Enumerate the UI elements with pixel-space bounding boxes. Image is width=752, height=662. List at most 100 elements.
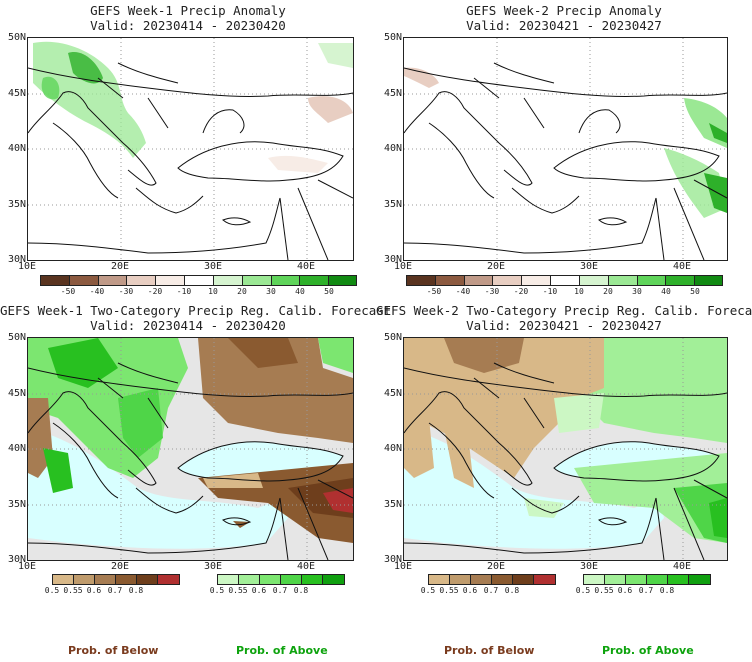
lat-label-50n: 50N	[383, 332, 402, 343]
lat-label-40n: 40N	[7, 443, 26, 454]
lat-label-30n: 30N	[7, 254, 26, 265]
panel-valid-dates: Valid: 20230414 - 20230420	[90, 18, 286, 33]
lat-label-30n: 30N	[383, 554, 402, 565]
lon-label-40e: 40E	[296, 561, 316, 572]
lat-label-40n: 40N	[383, 143, 402, 154]
lat-label-45n: 45N	[383, 388, 402, 399]
lon-label-40e: 40E	[672, 261, 692, 272]
cbar-tick: 0.8	[504, 586, 520, 595]
cbar-tick: 0.7	[107, 586, 123, 595]
lat-label-45n: 45N	[7, 88, 26, 99]
cbar-tick: 0.6	[617, 586, 633, 595]
cbar-tick: 40	[295, 287, 305, 296]
cbar-tick: 50	[324, 287, 334, 296]
above-colorbar	[217, 574, 345, 585]
anomaly-colorbar	[40, 275, 357, 286]
lon-label-10e: 10E	[17, 261, 37, 272]
below-colorbar	[52, 574, 180, 585]
below-colorbar	[428, 574, 556, 585]
cbar-tick: 20	[603, 287, 613, 296]
lon-label-10e: 10E	[393, 561, 413, 572]
cbar-tick: 0.55	[63, 586, 83, 595]
lat-label-30n: 30N	[7, 554, 26, 565]
cbar-tick: 0.6	[86, 586, 102, 595]
panel-week1-anomaly: GEFS Week-1 Precip Anomaly Valid: 202304…	[0, 0, 376, 300]
cbar-tick: 10	[574, 287, 584, 296]
cbar-tick: 0.6	[251, 586, 267, 595]
legend-prob-below: Prob. of Below	[444, 644, 535, 657]
lat-label-50n: 50N	[7, 32, 26, 43]
lon-label-30e: 30E	[203, 261, 223, 272]
lat-label-35n: 35N	[383, 199, 402, 210]
anomaly-map-graphic	[404, 38, 727, 260]
cbar-tick: 0.6	[462, 586, 478, 595]
cbar-tick: 30	[632, 287, 642, 296]
cbar-tick: 0.55	[594, 586, 614, 595]
panel-title: GEFS Week-1 Precip Anomaly	[90, 3, 286, 18]
legend-prob-above: Prob. of Above	[236, 644, 328, 657]
cbar-tick: 0.7	[638, 586, 654, 595]
above-colorbar	[583, 574, 711, 585]
panel-week1-two-category: GEFS Week-1 Two-Category Precip Reg. Cal…	[0, 300, 391, 662]
lat-label-45n: 45N	[383, 88, 402, 99]
cbar-tick: 0.5	[575, 586, 591, 595]
cbar-tick: -10	[542, 287, 558, 296]
map-area	[27, 337, 354, 561]
cbar-tick: 0.5	[420, 586, 436, 595]
lat-label-40n: 40N	[7, 143, 26, 154]
cbar-tick: 0.55	[439, 586, 459, 595]
lat-label-35n: 35N	[383, 499, 402, 510]
lat-label-35n: 35N	[7, 499, 26, 510]
lon-label-20e: 20E	[110, 561, 130, 572]
panel-valid-dates: Valid: 20230421 - 20230427	[466, 18, 662, 33]
cbar-tick: 40	[661, 287, 671, 296]
map-area	[27, 37, 354, 261]
cbar-tick: 0.5	[44, 586, 60, 595]
cbar-tick: -40	[455, 287, 471, 296]
cbar-tick: -10	[176, 287, 192, 296]
lat-label-45n: 45N	[7, 388, 26, 399]
lat-label-35n: 35N	[7, 199, 26, 210]
lon-label-40e: 40E	[672, 561, 692, 572]
map-area	[403, 337, 728, 561]
lat-label-50n: 50N	[383, 32, 402, 43]
cbar-tick: -40	[89, 287, 105, 296]
cbar-tick: 0.7	[272, 586, 288, 595]
cbar-tick: -20	[513, 287, 529, 296]
legend-prob-below: Prob. of Below	[68, 644, 159, 657]
cbar-tick: 0.8	[128, 586, 144, 595]
lat-label-40n: 40N	[383, 443, 402, 454]
cbar-tick: 0.7	[483, 586, 499, 595]
map-area	[403, 37, 728, 261]
lon-label-20e: 20E	[110, 261, 130, 272]
cbar-tick: -20	[147, 287, 163, 296]
probability-map-graphic	[404, 338, 727, 560]
cbar-tick: 0.5	[209, 586, 225, 595]
panel-week2-anomaly: GEFS Week-2 Precip Anomaly Valid: 202304…	[376, 0, 752, 300]
cbar-tick: 0.8	[659, 586, 675, 595]
lon-label-30e: 30E	[579, 561, 599, 572]
lon-label-30e: 30E	[203, 561, 223, 572]
lat-label-50n: 50N	[7, 332, 26, 343]
lon-label-10e: 10E	[17, 561, 37, 572]
cbar-tick: 0.55	[228, 586, 248, 595]
anomaly-map-graphic	[28, 38, 353, 260]
cbar-tick: 10	[208, 287, 218, 296]
cbar-tick: 0.8	[293, 586, 309, 595]
panel-valid-dates: Valid: 20230421 - 20230427	[466, 318, 662, 333]
anomaly-colorbar	[406, 275, 723, 286]
cbar-tick: -50	[426, 287, 442, 296]
lon-label-30e: 30E	[579, 261, 599, 272]
cbar-tick: 20	[237, 287, 247, 296]
cbar-tick: -30	[118, 287, 134, 296]
lon-label-10e: 10E	[393, 261, 413, 272]
probability-map-graphic	[28, 338, 353, 560]
cbar-tick: 30	[266, 287, 276, 296]
lon-label-20e: 20E	[486, 561, 506, 572]
cbar-tick: -50	[60, 287, 76, 296]
panel-week2-two-category: GEFS Week-2 Two-Category Precip Reg. Cal…	[376, 300, 752, 662]
cbar-tick: 50	[690, 287, 700, 296]
panel-title: GEFS Week-2 Precip Anomaly	[466, 3, 662, 18]
panel-title: GEFS Week-2 Two-Category Precip Reg. Cal…	[376, 303, 752, 318]
cbar-tick: -30	[484, 287, 500, 296]
